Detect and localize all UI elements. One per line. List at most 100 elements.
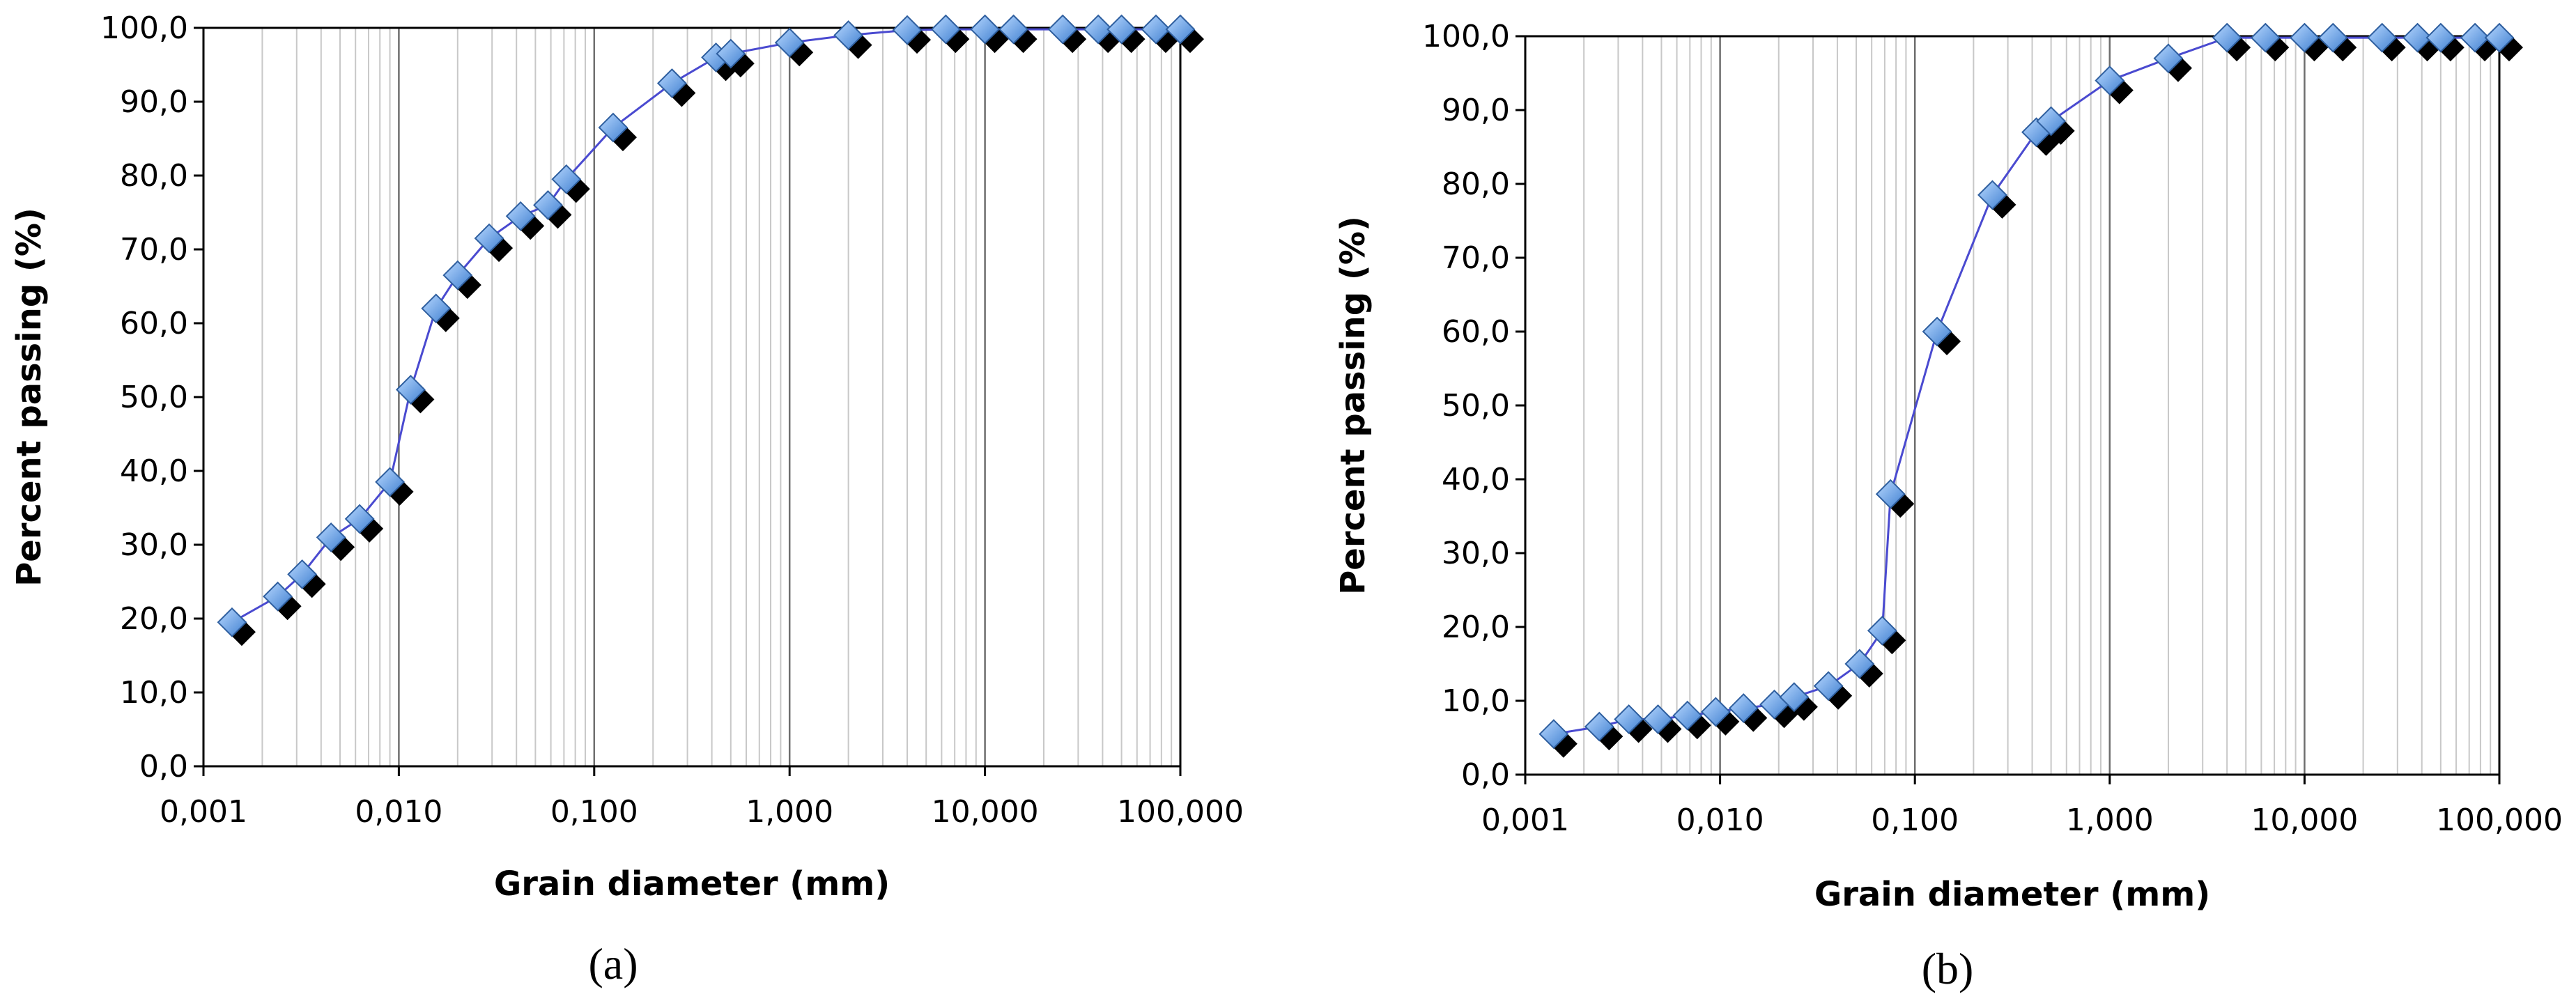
data-point bbox=[217, 607, 256, 646]
data-point-marker bbox=[2403, 22, 2432, 53]
data-point-marker bbox=[1538, 719, 1569, 750]
data-point bbox=[1700, 697, 1740, 736]
y-tick-label: 100,0 bbox=[100, 10, 188, 46]
x-tick-label: 0,100 bbox=[1871, 802, 1959, 838]
data-point-marker bbox=[1977, 180, 2007, 210]
data-point bbox=[1844, 649, 1883, 688]
data-point-shadow bbox=[2413, 33, 2442, 62]
data-point bbox=[2460, 22, 2499, 62]
data-point-marker bbox=[287, 559, 318, 589]
data-point bbox=[1106, 14, 1146, 54]
data-point bbox=[396, 374, 435, 414]
x-tick-label: 10,000 bbox=[932, 794, 1039, 830]
data-point bbox=[2367, 22, 2406, 62]
y-tick-label: 40,0 bbox=[120, 453, 188, 489]
data-point-marker bbox=[2212, 22, 2242, 53]
x-axis-title: Grain diameter (mm) bbox=[1814, 875, 2210, 914]
data-point bbox=[716, 38, 755, 78]
chart-panel-b: 0,0 10,0 20,0 30,0 40,0 50,0 60,0 70,0 80,0 90,0 1… bbox=[1334, 19, 2563, 993]
data-point-marker bbox=[1867, 615, 1897, 646]
y-axis-title: Percent passing (%) bbox=[10, 208, 49, 587]
y-tick-label: 10,0 bbox=[1442, 683, 1510, 719]
data-point bbox=[1867, 615, 1906, 655]
x-tick-label: 0,001 bbox=[160, 794, 247, 830]
y-tick-label: 30,0 bbox=[120, 527, 188, 563]
data-point-marker bbox=[892, 15, 923, 45]
data-point-marker bbox=[2289, 22, 2320, 53]
data-point-marker bbox=[1875, 479, 1906, 509]
data-point-marker bbox=[344, 504, 375, 534]
x-tick-label: 1,000 bbox=[2066, 802, 2154, 838]
data-point bbox=[474, 223, 514, 263]
data-point bbox=[1779, 682, 1818, 721]
gridlines bbox=[1583, 36, 2492, 775]
data-point-marker bbox=[2460, 22, 2490, 53]
data-point bbox=[421, 293, 460, 332]
data-point-marker bbox=[1643, 704, 1673, 734]
data-point bbox=[1922, 316, 1961, 355]
data-point bbox=[1584, 711, 1624, 751]
panel-label: (b) bbox=[1922, 944, 1974, 993]
data-point bbox=[2095, 65, 2134, 104]
y-tick-label: 90,0 bbox=[120, 84, 188, 120]
data-point bbox=[1728, 693, 1768, 732]
y-tick-label: 50,0 bbox=[1442, 388, 1510, 424]
data-point-shadow bbox=[2261, 33, 2290, 62]
data-point-shadow bbox=[2471, 33, 2499, 62]
data-point-marker bbox=[716, 38, 746, 69]
y-tick-label: 70,0 bbox=[120, 232, 188, 267]
data-point-marker bbox=[2153, 43, 2184, 74]
data-point-shadow bbox=[2495, 33, 2523, 62]
y-tick-label: 80,0 bbox=[1442, 166, 1510, 202]
data-point bbox=[2484, 22, 2523, 62]
data-point bbox=[533, 189, 572, 229]
data-point bbox=[1977, 180, 2016, 219]
data-point-marker bbox=[442, 260, 473, 290]
data-point-marker bbox=[533, 189, 563, 220]
data-point bbox=[1643, 704, 1682, 743]
data-point bbox=[1538, 719, 1578, 758]
data-point bbox=[2403, 22, 2442, 62]
plot-area bbox=[203, 28, 1180, 766]
x-tick-label: 10,000 bbox=[2251, 802, 2358, 838]
data-point-marker bbox=[2250, 22, 2281, 53]
x-tick-label: 0,010 bbox=[1676, 802, 1764, 838]
data-point bbox=[2250, 22, 2290, 62]
data-point bbox=[316, 522, 355, 561]
y-tick-label: 0,0 bbox=[139, 749, 188, 784]
data-point bbox=[1813, 671, 1853, 710]
data-point-shadow bbox=[355, 514, 384, 543]
data-point-marker bbox=[2367, 22, 2398, 53]
data-point-marker bbox=[551, 164, 582, 194]
data-point-marker bbox=[505, 201, 536, 231]
data-point bbox=[2036, 106, 2075, 145]
data-point bbox=[263, 581, 302, 621]
data-point-marker bbox=[1165, 14, 1196, 45]
y-tick-label: 80,0 bbox=[120, 158, 188, 194]
data-point-marker bbox=[1844, 649, 1875, 679]
data-point bbox=[1165, 14, 1204, 54]
x-tick-label: 0,100 bbox=[550, 794, 638, 830]
data-point-marker bbox=[2095, 65, 2125, 96]
data-point-marker bbox=[1106, 14, 1137, 45]
data-point-marker bbox=[1700, 697, 1731, 727]
data-point-marker bbox=[2036, 106, 2067, 137]
y-tick-label: 30,0 bbox=[1442, 536, 1510, 571]
data-point-marker bbox=[316, 522, 346, 552]
data-point-marker bbox=[930, 14, 961, 45]
data-point bbox=[505, 201, 545, 240]
data-point bbox=[344, 504, 384, 543]
data-point-shadow bbox=[1770, 700, 1798, 729]
data-point bbox=[892, 15, 932, 54]
y-tick-label: 40,0 bbox=[1442, 462, 1510, 497]
x-tick-label: 0,010 bbox=[355, 794, 442, 830]
gridlines bbox=[261, 28, 1173, 766]
data-point-shadow bbox=[2377, 33, 2406, 62]
data-point-shadow bbox=[2329, 33, 2357, 62]
data-point-marker bbox=[998, 14, 1028, 45]
data-point-marker bbox=[2425, 22, 2456, 53]
data-point-marker bbox=[1672, 700, 1703, 731]
data-point bbox=[551, 164, 590, 203]
x-tick-label: 100,000 bbox=[1117, 794, 1244, 830]
data-point bbox=[2153, 43, 2192, 82]
